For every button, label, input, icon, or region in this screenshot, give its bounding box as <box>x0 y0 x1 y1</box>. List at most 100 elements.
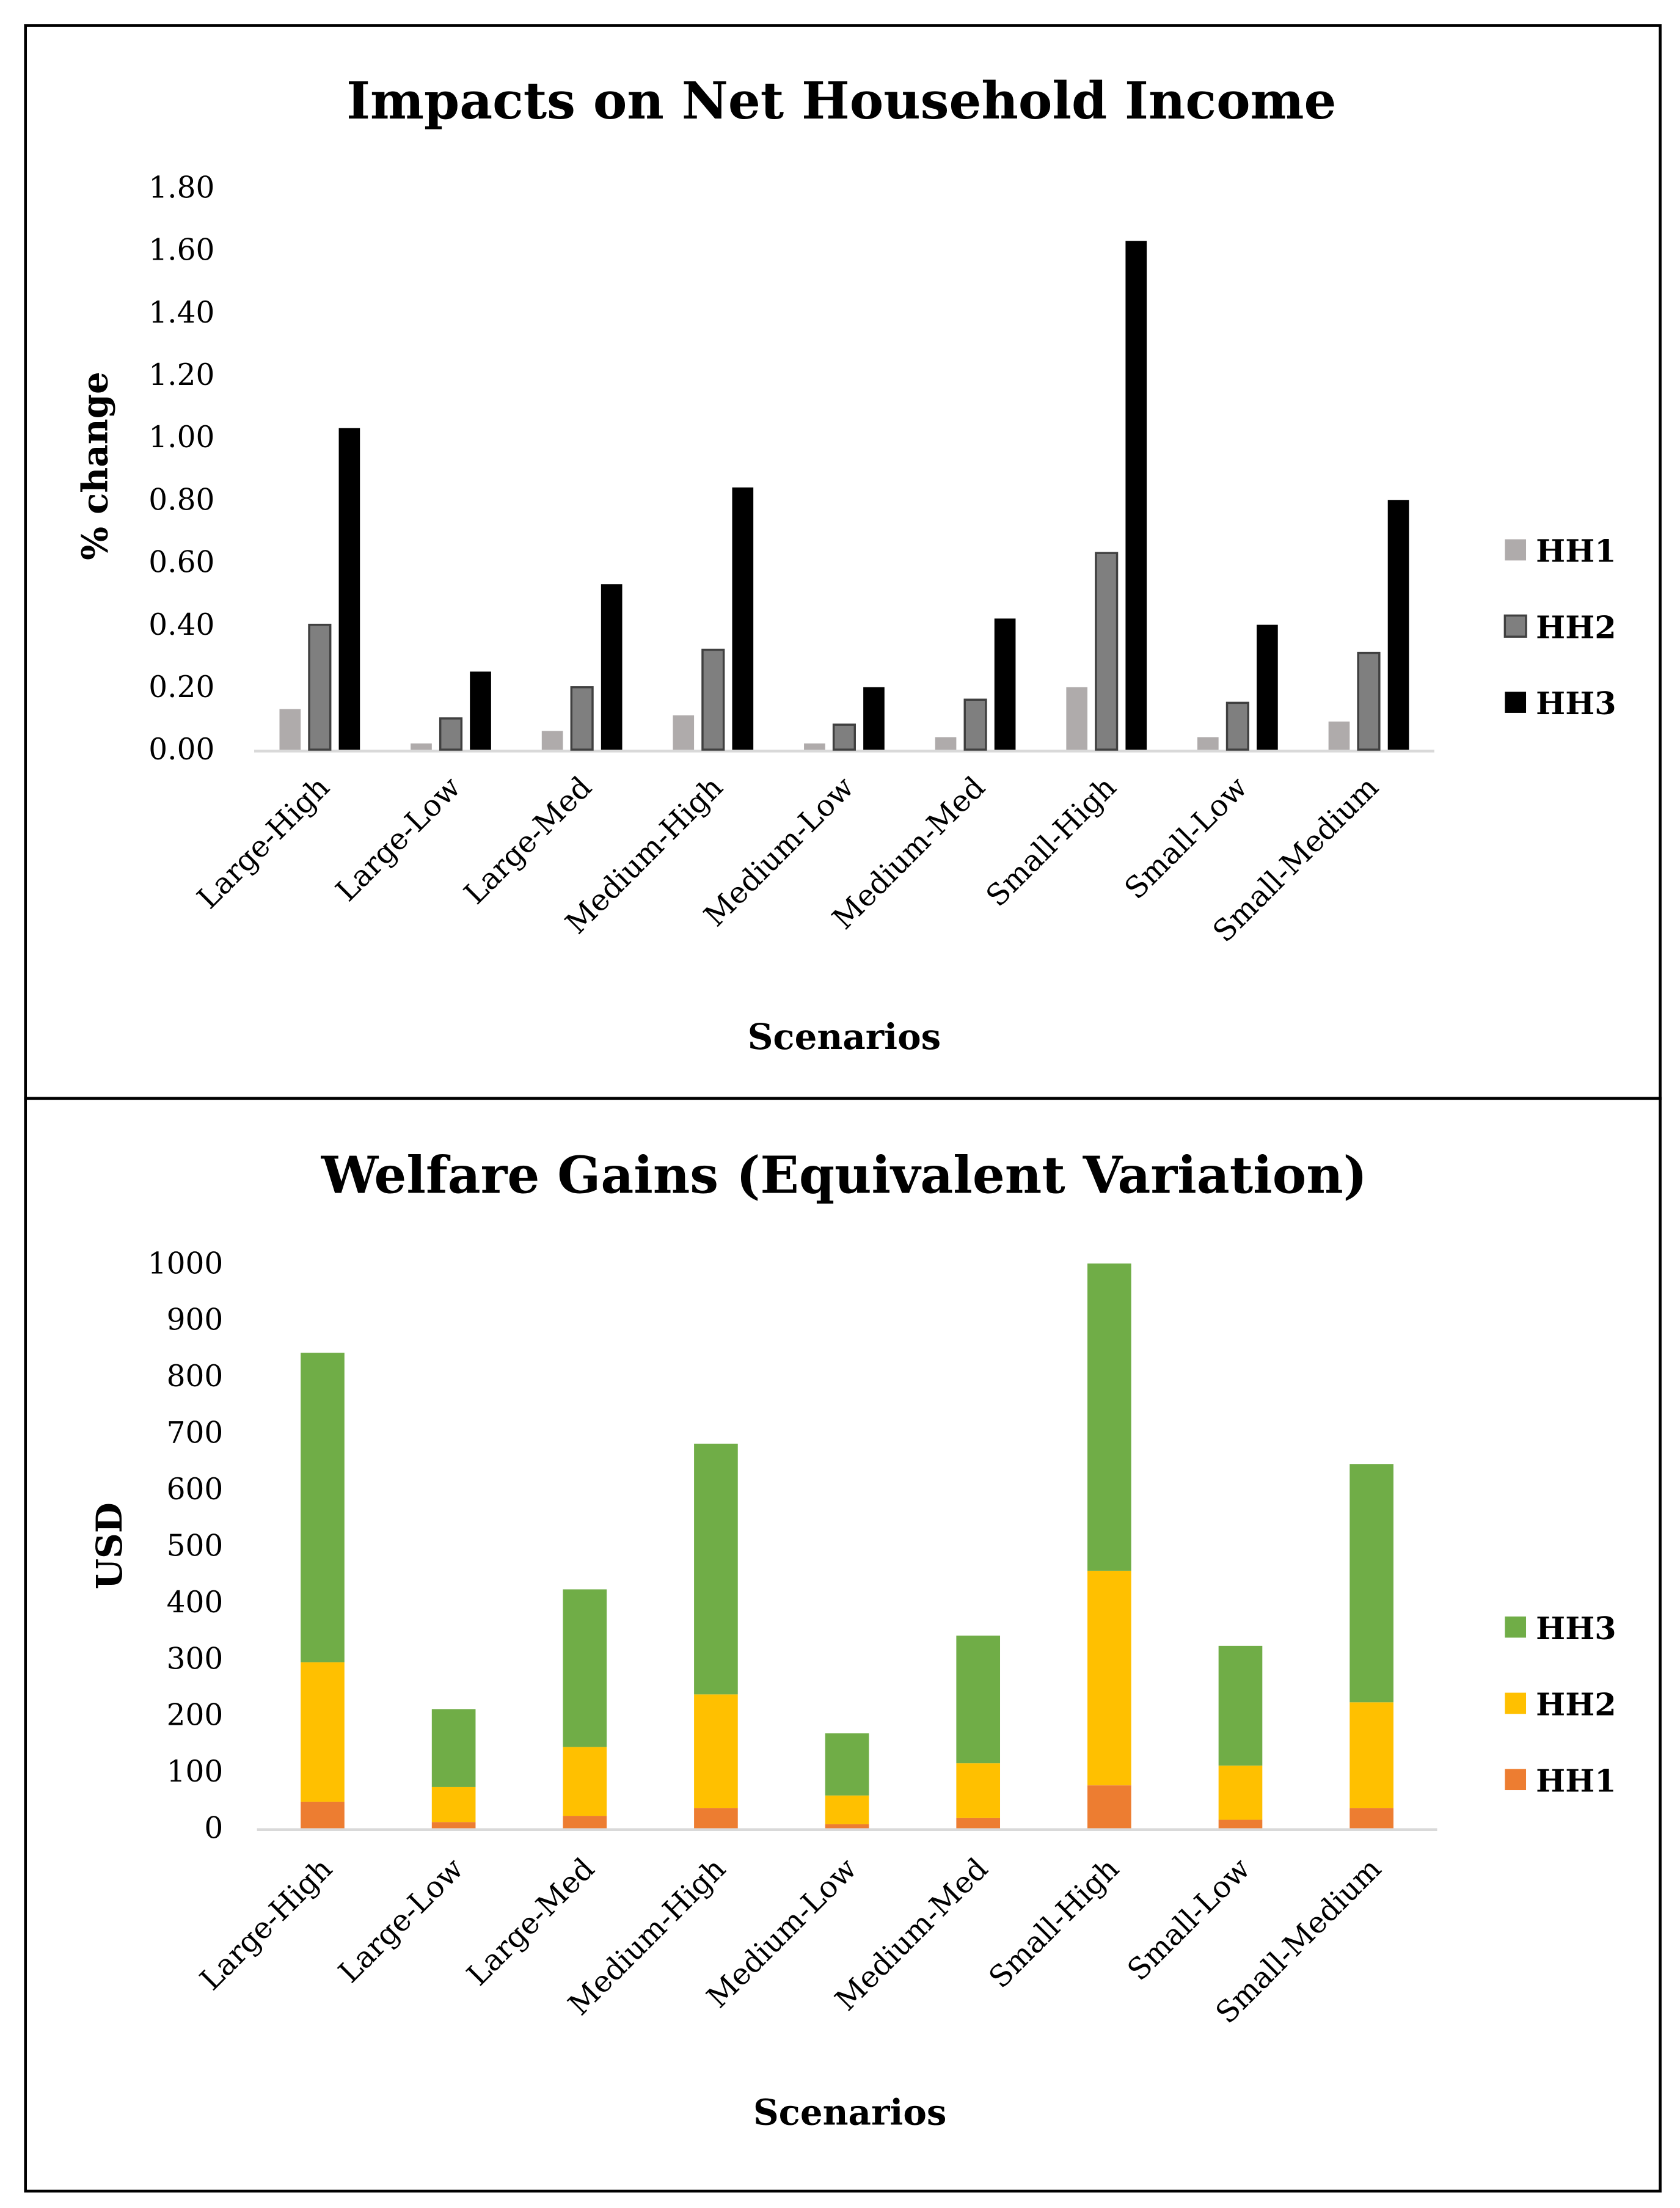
y-tick-label: 500 <box>167 1529 224 1563</box>
bar-hh2-medium-high <box>701 648 725 751</box>
y-tick-label: 1.00 <box>148 420 214 455</box>
bar-hh3-small-medium <box>1387 500 1409 750</box>
bar-hh2-small-low <box>1225 701 1249 751</box>
x-tick-label: Large-High <box>194 1852 339 1997</box>
bar-hh1-large-high <box>279 709 301 750</box>
y-tick-label: 200 <box>167 1698 224 1733</box>
bar-hh1-large-med <box>563 1816 607 1829</box>
bar-hh2-large-high <box>308 623 332 751</box>
y-tick-label: 1000 <box>148 1246 223 1281</box>
bar-hh2-large-high <box>301 1662 345 1802</box>
bar-hh3-medium-high <box>694 1443 738 1695</box>
bar-hh2-medium-med <box>963 698 987 751</box>
top-chart-title: Impacts on Net Household Income <box>346 71 1336 131</box>
y-tick-label: 0.60 <box>148 546 214 580</box>
y-tick-label: 1.60 <box>148 233 214 268</box>
legend-label-hh1: HH1 <box>1536 1762 1616 1799</box>
bar-hh3-small-high <box>1125 241 1147 750</box>
x-tick-label: Small-High <box>982 1852 1126 1995</box>
y-tick-label: 0 <box>204 1811 223 1846</box>
x-tick-label: Large-Low <box>329 770 467 908</box>
bar-hh1-large-high <box>301 1801 345 1829</box>
y-tick-label: 100 <box>167 1755 224 1789</box>
bar-hh1-medium-low <box>804 743 825 750</box>
bar-hh2-small-high <box>1095 552 1119 751</box>
bar-hh1-medium-high <box>673 715 695 750</box>
bar-hh1-small-low <box>1218 1819 1263 1829</box>
bar-hh2-large-low <box>439 717 463 751</box>
y-tick-label: 0.80 <box>148 483 214 517</box>
y-tick-label: 0.40 <box>148 608 214 642</box>
bar-hh3-large-med <box>601 584 623 750</box>
bar-hh2-small-high <box>1087 1570 1131 1786</box>
bar-hh1-medium-high <box>694 1808 738 1829</box>
x-tick-label: Large-Med <box>458 770 598 911</box>
bar-hh2-large-med <box>563 1747 607 1816</box>
y-tick-label: 400 <box>167 1585 224 1620</box>
legend-label-hh3: HH3 <box>1536 685 1616 722</box>
top-chart-frame <box>24 24 1662 1100</box>
bar-hh3-large-low <box>431 1709 476 1787</box>
bar-hh1-medium-med <box>935 737 957 750</box>
bar-hh1-small-medium <box>1328 722 1350 750</box>
bar-hh3-large-high <box>301 1353 345 1662</box>
bar-hh2-small-medium <box>1357 651 1381 751</box>
y-tick-label: 300 <box>167 1642 224 1676</box>
bar-hh3-small-medium <box>1349 1464 1393 1703</box>
legend-swatch-hh1 <box>1505 1769 1527 1791</box>
bar-hh3-medium-high <box>732 487 754 750</box>
bar-hh1-small-high <box>1066 687 1088 750</box>
bar-hh3-small-low <box>1257 624 1278 750</box>
bar-hh3-medium-med <box>994 618 1016 750</box>
legend-label-hh1: HH1 <box>1536 533 1616 569</box>
legend-swatch-hh1 <box>1505 539 1527 561</box>
y-tick-label: 700 <box>167 1416 224 1450</box>
bar-hh3-large-high <box>338 428 360 750</box>
y-tick-label: 0.20 <box>148 670 214 704</box>
bar-hh1-medium-low <box>825 1824 869 1829</box>
x-tick-label: Large-Low <box>332 1852 470 1990</box>
legend-label-hh2: HH2 <box>1536 609 1616 645</box>
bar-hh3-small-high <box>1087 1263 1131 1571</box>
x-tick-label: Large-High <box>191 770 336 916</box>
y-tick-label: 1.80 <box>148 171 214 205</box>
bar-hh3-small-low <box>1218 1645 1263 1766</box>
y-tick-label: 0.00 <box>148 733 214 767</box>
legend-swatch-hh3 <box>1505 1616 1527 1638</box>
y-tick-label: 1.20 <box>148 358 214 392</box>
x-tick-label: Small-Low <box>1118 770 1254 906</box>
bar-hh2-medium-low <box>825 1795 869 1824</box>
x-tick-label: Small-Low <box>1121 1852 1257 1987</box>
y-tick-label: 1.40 <box>148 296 214 330</box>
x-tick-label: Large-Med <box>461 1852 601 1992</box>
y-tick-label: 800 <box>167 1359 224 1394</box>
bar-hh3-medium-med <box>956 1636 1001 1764</box>
bar-hh3-large-med <box>563 1589 607 1747</box>
bottom-chart-frame <box>24 1097 1662 2193</box>
legend-label-hh2: HH2 <box>1536 1686 1616 1723</box>
bar-hh2-medium-med <box>956 1763 1001 1818</box>
legend-label-hh3: HH3 <box>1536 1610 1616 1647</box>
bottom-y-axis-label: USD <box>89 1502 130 1589</box>
y-tick-label: 600 <box>167 1472 224 1507</box>
bar-hh3-medium-low <box>825 1733 869 1796</box>
legend-swatch-hh3 <box>1505 692 1527 713</box>
bar-hh2-large-low <box>431 1786 476 1822</box>
x-tick-label: Small-High <box>980 770 1123 914</box>
bottom-x-axis-label: Scenarios <box>753 2092 946 2133</box>
bar-hh2-medium-high <box>694 1694 738 1808</box>
bar-hh1-large-low <box>431 1822 476 1829</box>
top-y-axis-label: % change <box>75 371 116 560</box>
bar-hh3-medium-low <box>863 687 885 750</box>
bar-hh1-medium-med <box>956 1818 1001 1829</box>
top-x-axis-label: Scenarios <box>748 1016 941 1058</box>
y-tick-label: 900 <box>167 1303 224 1337</box>
bar-hh1-large-med <box>541 731 563 750</box>
bar-hh1-small-low <box>1197 737 1219 750</box>
bar-hh1-large-low <box>411 743 432 750</box>
bar-hh3-large-low <box>470 671 491 750</box>
bar-hh2-small-low <box>1218 1765 1263 1820</box>
bar-hh2-large-med <box>570 686 594 751</box>
